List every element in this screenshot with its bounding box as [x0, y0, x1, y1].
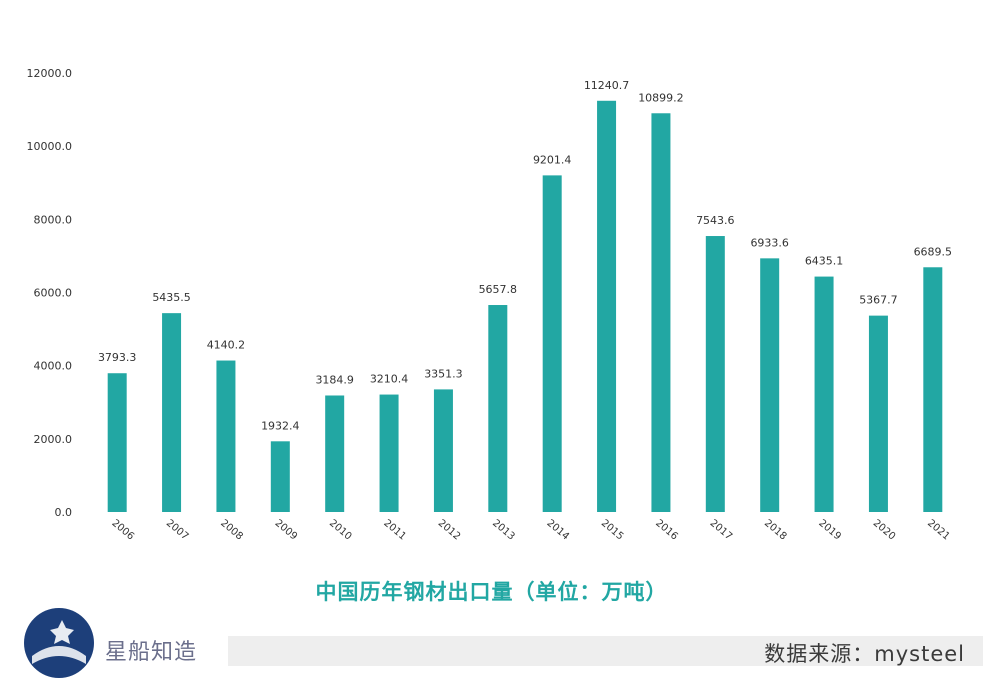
bar-2011: [379, 394, 399, 512]
y-tick-label: 8000.0: [34, 213, 73, 226]
bar-2017: [705, 236, 725, 512]
data-label-2016: 10899.2: [638, 91, 684, 104]
x-tick-label-2013: 2013: [490, 518, 517, 543]
x-tick-label-2009: 2009: [273, 518, 300, 543]
data-label-2007: 5435.5: [152, 291, 191, 304]
bar-2006: [107, 373, 127, 512]
data-labels: 3793.3 5435.5 4140.2 1932.4 3184.9 3210.4 3351…: [98, 79, 952, 433]
x-tick-label-2016: 2016: [653, 518, 680, 543]
bar-2010: [325, 395, 345, 512]
x-tick-label-2007: 2007: [164, 518, 191, 543]
bar-2012: [433, 389, 453, 512]
x-tick-label-2006: 2006: [110, 518, 137, 543]
data-label-2010: 3184.9: [315, 373, 354, 386]
x-tick-label-2018: 2018: [762, 518, 789, 543]
x-tick-label-2008: 2008: [218, 518, 245, 543]
x-tick-label-2014: 2014: [545, 518, 572, 543]
data-label-2018: 6933.6: [750, 236, 789, 249]
x-tick-label-2019: 2019: [816, 518, 843, 543]
data-label-2006: 3793.3: [98, 351, 137, 364]
x-tick-label-2020: 2020: [871, 518, 898, 543]
data-label-2011: 3210.4: [370, 373, 409, 386]
x-tick-label-2017: 2017: [708, 518, 735, 543]
bar-2013: [488, 305, 508, 512]
footer-bar: [228, 636, 983, 666]
x-tick-label-2012: 2012: [436, 518, 463, 543]
data-label-2012: 3351.3: [424, 367, 463, 380]
data-label-2014: 9201.4: [533, 153, 572, 166]
y-axis: 0.0 2000.0 4000.0 6000.0 8000.0 10000.0 12000.…: [27, 67, 73, 519]
y-tick-label: 2000.0: [34, 433, 73, 446]
bar-chart: 0.0 2000.0 4000.0 6000.0 8000.0 10000.0 12000.…: [27, 67, 953, 543]
data-label-2008: 4140.2: [207, 339, 246, 352]
y-tick-label: 12000.0: [27, 67, 73, 80]
x-axis: 2006 2007 2008 2009 2010 2011 2012 2013 2014 2015…: [110, 518, 952, 543]
bar-2009: [270, 441, 290, 512]
data-source: 数据来源：mysteel: [764, 642, 965, 666]
x-tick-label-2010: 2010: [327, 518, 354, 543]
logo-icon: [24, 608, 94, 678]
brand-name: 星船知造: [105, 640, 198, 665]
y-tick-label: 10000.0: [27, 140, 73, 153]
data-label-2017: 7543.6: [696, 214, 735, 227]
bar-2015: [597, 100, 617, 513]
y-tick-label: 0.0: [55, 506, 73, 519]
data-label-2021: 6689.5: [914, 245, 953, 258]
data-label-2013: 5657.8: [479, 283, 518, 296]
x-tick-label-2011: 2011: [381, 518, 408, 543]
data-label-2015: 11240.7: [584, 79, 630, 92]
y-tick-label: 6000.0: [34, 287, 73, 300]
data-label-2020: 5367.7: [859, 294, 898, 307]
bar-2007: [162, 313, 182, 512]
chart-title: 中国历年钢材出口量（单位：万吨）: [315, 580, 668, 604]
bar-2021: [923, 267, 943, 512]
y-tick-label: 4000.0: [34, 360, 73, 373]
x-tick-label-2015: 2015: [599, 518, 626, 543]
bar-2019: [814, 276, 834, 512]
data-label-2009: 1932.4: [261, 419, 300, 432]
bar-2018: [760, 258, 780, 512]
x-tick-label-2021: 2021: [925, 518, 952, 543]
bar-2014: [542, 175, 562, 512]
bars: [107, 100, 943, 513]
bar-2016: [651, 113, 671, 512]
bar-2008: [216, 360, 236, 512]
data-label-2019: 6435.1: [805, 255, 844, 268]
bar-2020: [868, 315, 888, 512]
